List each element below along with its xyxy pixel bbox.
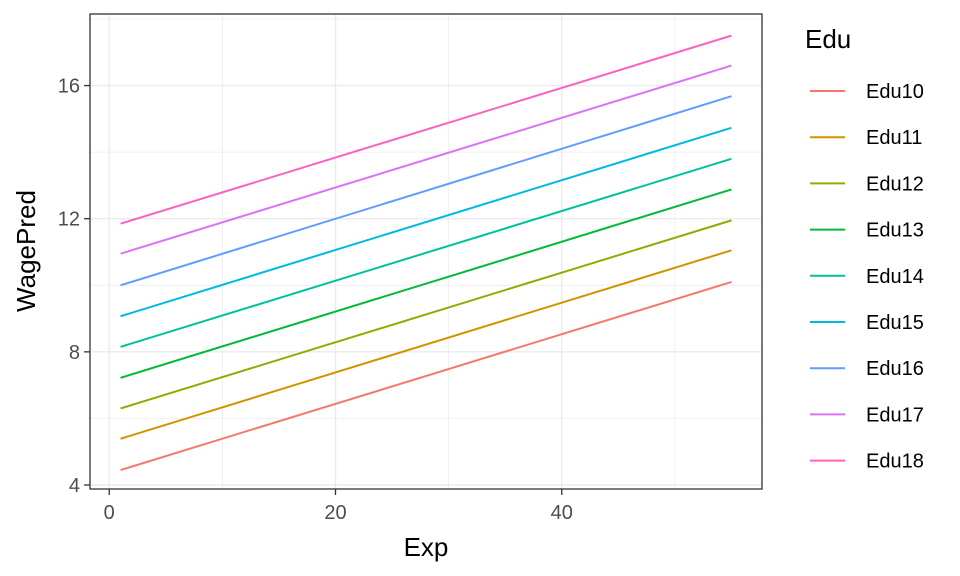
legend-label: Edu18 — [866, 451, 924, 473]
legend-label: Edu15 — [866, 312, 924, 334]
series-line-edu14 — [120, 157, 732, 348]
y-axis: 4 8 12 16 — [58, 76, 90, 497]
legend-item: Edu13 — [810, 220, 924, 242]
legend-title: Edu — [805, 24, 851, 54]
series-line-edu11 — [120, 249, 732, 440]
legend-item: Edu10 — [810, 81, 924, 103]
legend-item: Edu12 — [810, 173, 924, 195]
legend-item: Edu11 — [810, 127, 922, 149]
series-line-edu15 — [120, 126, 732, 318]
legend-item: Edu15 — [810, 312, 924, 334]
plot-panel — [89, 13, 763, 490]
legend-item: Edu14 — [810, 266, 924, 288]
legend-label: Edu14 — [866, 266, 924, 288]
series-lines — [120, 34, 732, 471]
legend: Edu Edu10 Edu11 Edu12 Edu13 Edu14 Edu15 Edu16 E… — [805, 24, 924, 473]
x-tick-label: 20 — [324, 502, 346, 524]
legend-item: Edu16 — [810, 358, 924, 380]
x-axis: 0 20 40 — [104, 489, 573, 524]
y-tick-label: 16 — [58, 76, 80, 98]
x-tick-label: 40 — [551, 502, 573, 524]
series-line-edu16 — [120, 95, 732, 287]
y-tick-label: 8 — [69, 342, 80, 364]
x-axis-title: Exp — [404, 532, 449, 562]
legend-label: Edu17 — [866, 404, 924, 426]
series-line-edu12 — [120, 219, 732, 410]
legend-item: Edu18 — [810, 451, 924, 473]
legend-label: Edu11 — [866, 127, 922, 149]
series-line-edu13 — [120, 188, 732, 379]
legend-label: Edu12 — [866, 173, 924, 195]
y-axis-title: WagePred — [11, 190, 41, 312]
major-gridlines — [90, 14, 762, 489]
series-line-edu10 — [120, 281, 732, 471]
legend-item: Edu17 — [810, 404, 924, 426]
y-tick-label: 4 — [69, 475, 80, 497]
legend-label: Edu16 — [866, 358, 924, 380]
series-line-edu18 — [120, 34, 732, 225]
series-line-edu17 — [120, 64, 732, 255]
y-tick-label: 12 — [58, 209, 80, 231]
legend-label: Edu10 — [866, 81, 924, 103]
x-tick-label: 0 — [104, 502, 115, 524]
legend-label: Edu13 — [866, 220, 924, 242]
